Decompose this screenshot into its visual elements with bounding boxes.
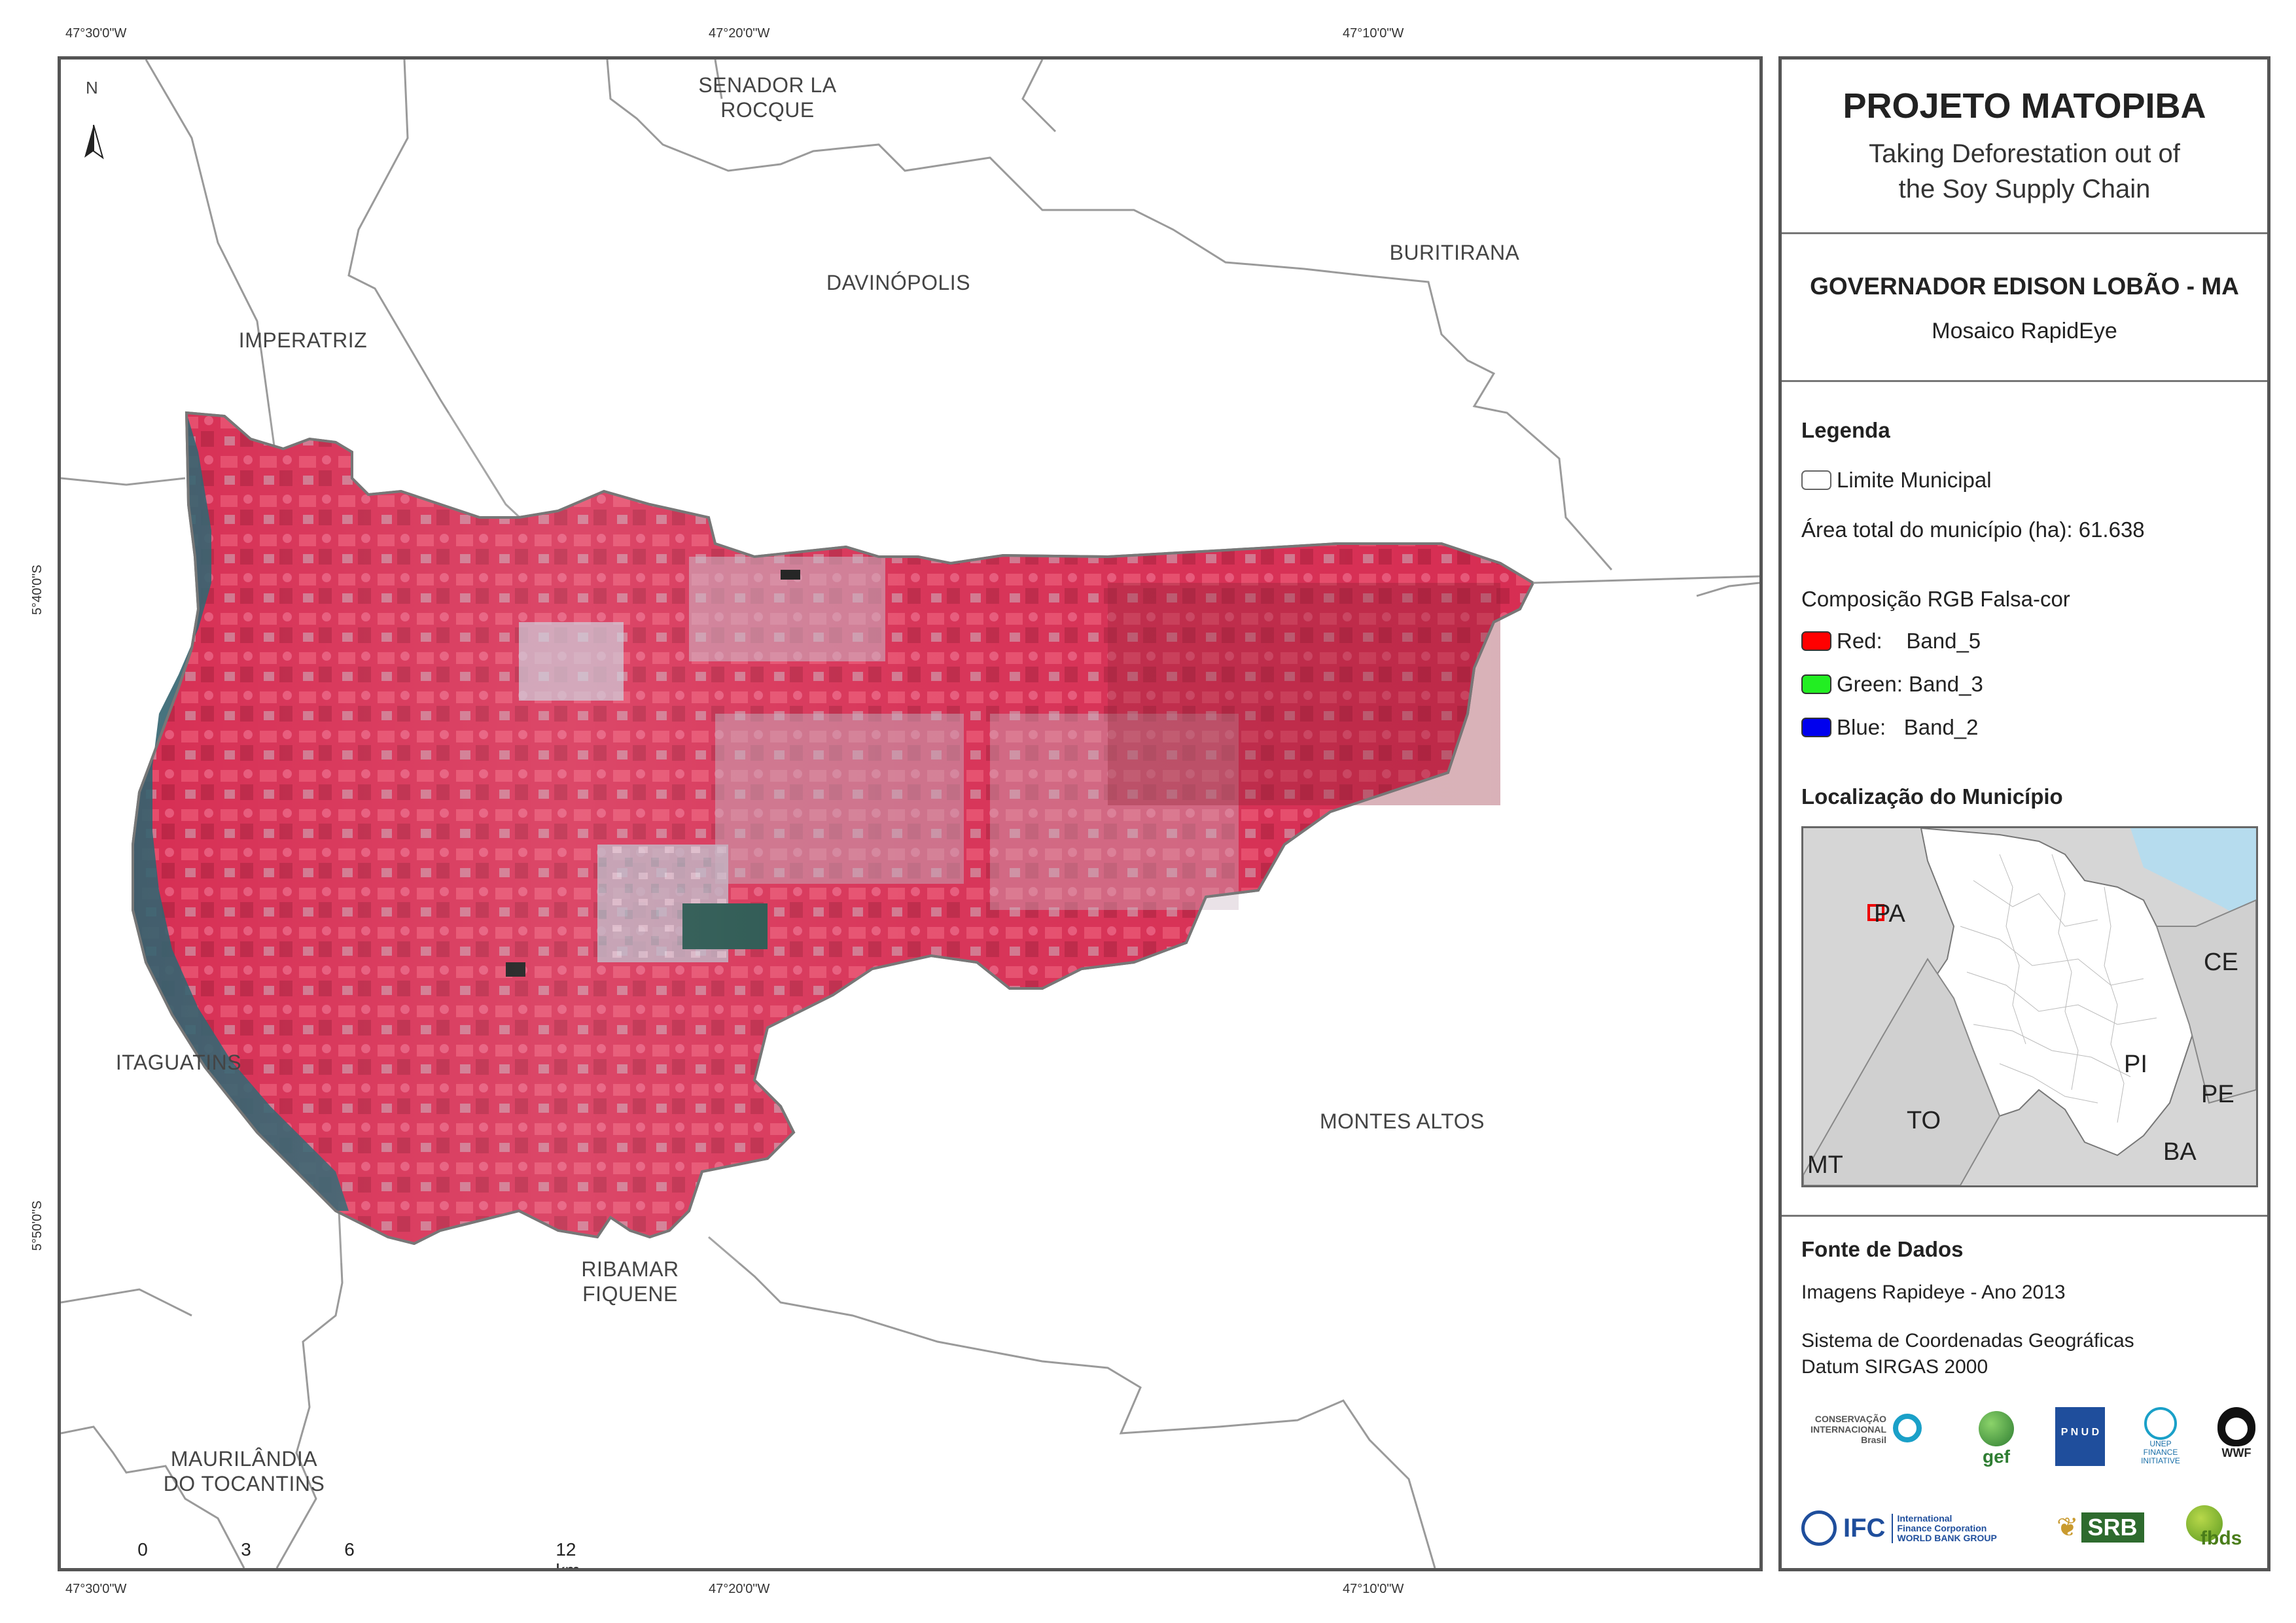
fbds-logo: fbds <box>2181 1499 2259 1558</box>
band-red-label: Red: Band_5 <box>1837 629 1981 653</box>
srb-logo-text: SRB <box>2081 1512 2144 1543</box>
inset-label-mt: MT <box>1807 1151 1843 1179</box>
legend-area: Área total do município (ha): 61.638 <box>1801 517 2145 542</box>
ifc-logo-subtext: International Finance Corporation WORLD … <box>1892 1513 1997 1543</box>
north-label: N <box>86 78 99 97</box>
place-maurilandia: MAURILÂNDIA DO TOCANTINS <box>163 1447 325 1495</box>
mosaico-label: Mosaico RapidEye <box>1932 319 2117 343</box>
unep-globe-icon <box>2144 1407 2177 1440</box>
band-green-label: Green: Band_3 <box>1837 672 1983 696</box>
legenda-title: Legenda <box>1801 418 1890 442</box>
map-frame[interactable]: N SENADOR LA ROCQUE DAVINÓPOLIS BURITIRA… <box>58 56 1763 1571</box>
gef-logo: gef <box>1970 1411 2022 1470</box>
inset-label-ba: BA <box>2163 1138 2197 1166</box>
fonte-datum: Datum SIRGAS 2000 <box>1801 1356 1988 1378</box>
legend-band-green: Green: Band_3 <box>1801 672 1983 697</box>
coord-bottom-3: 47°10'0"W <box>1343 1582 1404 1596</box>
pnud-logo: P N U D <box>2055 1407 2105 1466</box>
coord-left-2: 5°50'0"S <box>30 1200 44 1251</box>
place-senador-la-rocque: SENADOR LA ROCQUE <box>698 73 837 122</box>
ci-ring-icon <box>1893 1414 1922 1442</box>
wheat-icon: ❦ <box>2057 1513 2079 1542</box>
location-inset-map: PA CE PI PE TO BA MT <box>1801 826 2258 1187</box>
fonte-imagens: Imagens Rapideye - Ano 2013 <box>1801 1282 2066 1303</box>
unep-logo-text: UNEP FINANCE INITIATIVE <box>2141 1439 2180 1465</box>
scale-label-6: 6 <box>344 1539 355 1560</box>
project-title: PROJETO MATOPIBA <box>1843 86 2206 126</box>
coord-top-2: 47°20'0"W <box>709 26 770 41</box>
place-ribamar-fiquene: RIBAMAR FIQUENE <box>581 1257 679 1306</box>
ifc-logo-text: IFC <box>1843 1513 1886 1543</box>
legend-band-blue: Blue: Band_2 <box>1801 715 1979 740</box>
wwf-logo-text: WWF <box>2221 1446 2252 1459</box>
ifc-logo: IFC International Finance Corporation WO… <box>1801 1505 2024 1551</box>
fbds-leaf-icon <box>2186 1505 2223 1542</box>
blue-swatch <box>1801 718 1831 737</box>
divider <box>1782 380 2267 382</box>
gef-logo-text: gef <box>1983 1446 2010 1467</box>
legend-composicao: Composição RGB Falsa-cor <box>1801 587 2070 611</box>
project-subtitle-1: Taking Deforestation out of <box>1869 139 2180 168</box>
map-canvas <box>61 60 1759 1568</box>
place-itaguatins: ITAGUATINS <box>115 1051 242 1074</box>
project-subtitle-2: the Soy Supply Chain <box>1898 175 2151 203</box>
coord-bottom-2: 47°20'0"W <box>709 1582 770 1596</box>
panda-icon <box>2217 1407 2255 1446</box>
green-swatch <box>1801 674 1831 694</box>
coord-left-1: 5°40'0"S <box>30 565 44 615</box>
limite-swatch <box>1801 470 1831 490</box>
divider <box>1782 1215 2267 1217</box>
legend-panel: PROJETO MATOPIBA Taking Deforestation ou… <box>1778 56 2270 1571</box>
inset-label-pe: PE <box>2201 1081 2234 1108</box>
ifc-globe-icon <box>1801 1510 1837 1546</box>
coord-bottom-1: 47°30'0"W <box>65 1582 127 1596</box>
inset-label-pa: PA <box>1874 900 1905 928</box>
coord-top-3: 47°10'0"W <box>1343 26 1404 41</box>
scale-label-12: 12 km <box>556 1539 580 1571</box>
pnud-logo-text: P N U D <box>2060 1427 2100 1438</box>
fonte-title: Fonte de Dados <box>1801 1237 1964 1261</box>
localizacao-title: Localização do Município <box>1801 784 2063 809</box>
place-davinopolis: DAVINÓPOLIS <box>826 271 971 294</box>
legend-limite: Limite Municipal <box>1801 468 1992 493</box>
legend-band-red: Red: Band_5 <box>1801 629 1981 654</box>
unep-logo: UNEP FINANCE INITIATIVE <box>2131 1407 2190 1473</box>
red-swatch <box>1801 631 1831 651</box>
band-blue-label: Blue: Band_2 <box>1837 715 1979 739</box>
place-imperatriz: IMPERATRIZ <box>238 328 368 352</box>
municipio-title: GOVERNADOR EDISON LOBÃO - MA <box>1810 273 2239 300</box>
place-buritirana: BURITIRANA <box>1389 241 1520 264</box>
north-arrow-icon <box>84 124 104 160</box>
scale-label-0: 0 <box>137 1539 148 1560</box>
fonte-sistema: Sistema de Coordenadas Geográficas <box>1801 1330 2134 1352</box>
limite-label: Limite Municipal <box>1837 468 1992 492</box>
scale-label-3: 3 <box>241 1539 251 1560</box>
fbds-logo-text: fbds <box>2200 1527 2242 1549</box>
place-montes-altos: MONTES ALTOS <box>1320 1109 1485 1133</box>
inset-label-ce: CE <box>2204 949 2238 976</box>
inset-label-pi: PI <box>2124 1051 2147 1078</box>
ci-logo-text: CONSERVAÇÃO INTERNACIONAL Brasil <box>1810 1414 1886 1445</box>
coord-top-1: 47°30'0"W <box>65 26 127 41</box>
ci-logo: CONSERVAÇÃO INTERNACIONAL Brasil <box>1801 1414 1926 1466</box>
inset-label-to: TO <box>1907 1107 1941 1134</box>
gef-globe-icon <box>1979 1411 2014 1446</box>
srb-logo: ❦ SRB <box>2057 1508 2161 1547</box>
wwf-logo: WWF <box>2214 1407 2259 1473</box>
municipality-mosaic <box>61 411 1759 1263</box>
divider <box>1782 232 2267 234</box>
